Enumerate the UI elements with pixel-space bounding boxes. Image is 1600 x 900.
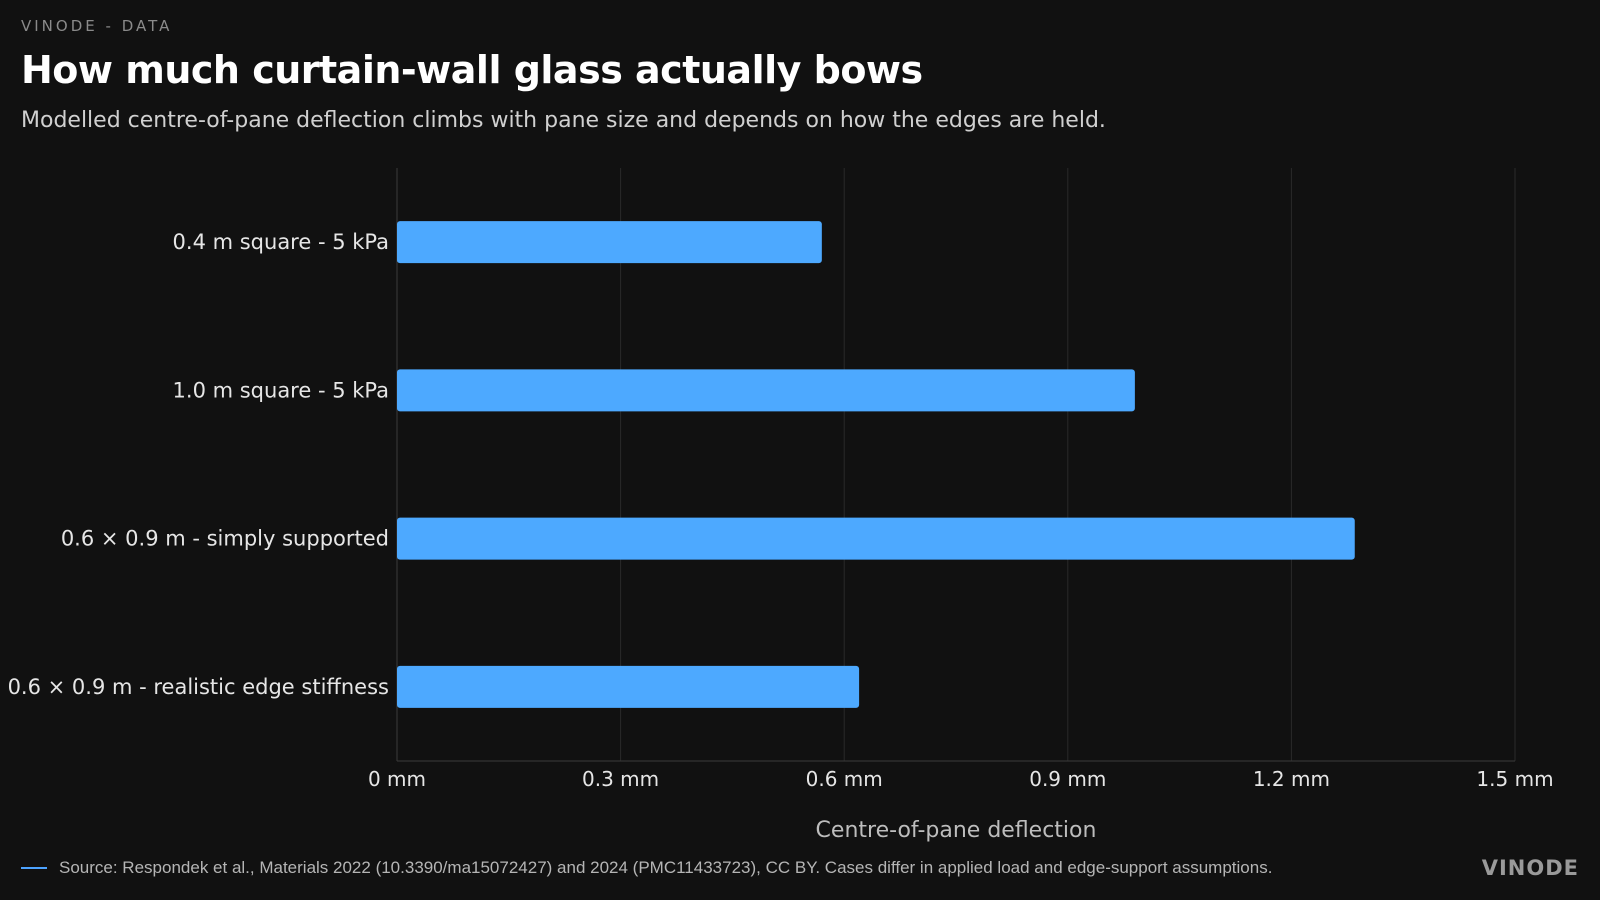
tick-label: 0.6 mm [806, 767, 883, 791]
tick-label: 1.2 mm [1253, 767, 1330, 791]
bar [397, 369, 1135, 412]
chart-title: How much curtain-wall glass actually bow… [21, 48, 923, 92]
tick-label: 1.5 mm [1476, 767, 1553, 791]
tick-label: 0 mm [368, 767, 426, 791]
source-footer: Source: Respondek et al., Materials 2022… [21, 858, 1272, 878]
bar [397, 665, 860, 708]
bar [397, 221, 822, 264]
source-accent-line [21, 867, 47, 869]
tick-label: 0.3 mm [582, 767, 659, 791]
category-label: 1.0 m square - 5 kPa [173, 378, 389, 402]
chart-subtitle: Modelled centre-of-pane deflection climb… [21, 108, 1106, 133]
source-text: Source: Respondek et al., Materials 2022… [59, 858, 1273, 877]
category-label: 0.6 × 0.9 m - simply supported [61, 527, 389, 551]
brand-logo: VINODE [1481, 856, 1579, 880]
x-axis-title: Centre-of-pane deflection [816, 818, 1097, 843]
category-label: 0.6 × 0.9 m - realistic edge stiffness [8, 675, 389, 699]
category-label: 0.4 m square - 5 kPa [173, 230, 389, 254]
bar-chart: 0.4 m square - 5 kPa 1.0 m square - 5 kPa… [8, 168, 1554, 843]
bar [397, 517, 1355, 560]
tick-label: 0.9 mm [1029, 767, 1106, 791]
kicker: VINODE - DATA [21, 17, 173, 35]
